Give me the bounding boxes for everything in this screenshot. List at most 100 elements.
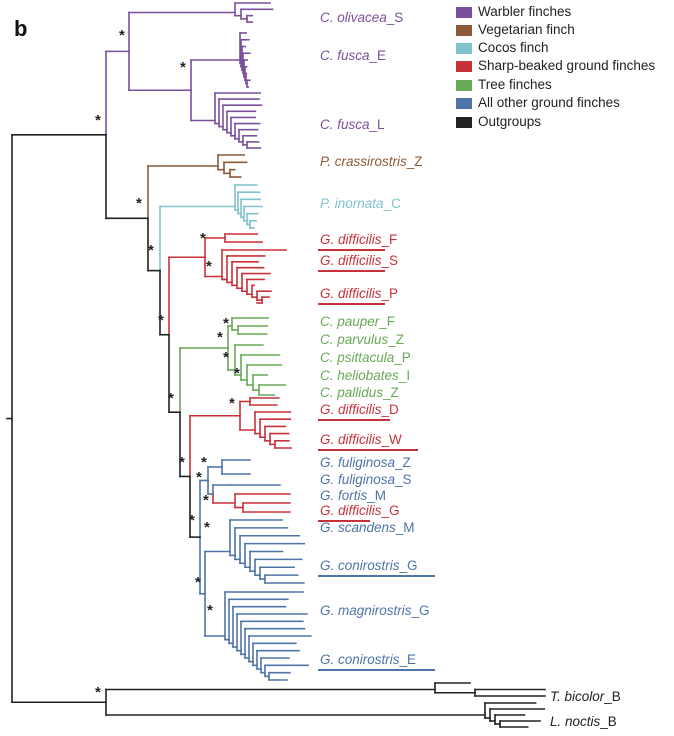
support-star: * [196,469,202,486]
taxon-label: C. olivacea_S [320,10,403,26]
legend-item: Warbler finches [456,4,571,20]
species-name: C. pauper [320,314,380,329]
legend-swatch [456,42,472,54]
legend-item: Vegetarian finch [456,22,575,38]
taxon-label: G. difficilis_W [320,432,402,448]
taxon-label: C. heliobates_I [320,368,410,384]
support-star: * [119,27,125,44]
population-suffix: _F [379,314,396,329]
taxon-underline [318,520,370,522]
species-name: P. crassirostris [320,154,407,169]
taxon-label: G. scandens_M [320,520,415,536]
legend-swatch [456,24,472,36]
population-suffix: _B [600,714,617,729]
support-star: * [168,390,174,407]
legend-label: Tree finches [478,77,552,92]
support-star: * [148,242,154,259]
population-suffix: _B [604,689,621,704]
taxon-label: G. fuliginosa_S [320,472,412,488]
legend-label: Outgroups [478,114,542,129]
population-suffix: _P [394,350,411,365]
taxon-underline [318,303,385,305]
support-star: * [206,258,212,275]
support-star: * [95,112,101,129]
taxon-label: C. fusca_E [320,48,386,64]
taxon-label: C. parvulus_Z [320,332,404,348]
population-suffix: _Z [388,332,405,347]
taxon-label: G. fortis_M [320,488,386,504]
taxon-label: G. difficilis_P [320,286,398,302]
species-name: G. difficilis [320,402,382,417]
population-suffix: _W [381,432,402,447]
legend-item: All other ground finches [456,95,620,111]
species-name: G. conirostris [320,558,400,573]
population-suffix: _S [381,253,399,268]
species-name: G. difficilis [320,432,382,447]
species-name: P. inornata [320,196,384,211]
species-name: C. heliobates [320,368,399,383]
species-name: C. fusca [320,48,370,63]
population-suffix: _S [395,472,412,487]
taxon-label: G. difficilis_G [320,503,400,519]
population-suffix: _L [369,117,385,132]
support-star: * [223,315,229,332]
legend-item: Outgroups [456,114,541,130]
species-name: G. difficilis [320,286,382,301]
species-name: C. psittacula [320,350,395,365]
species-name: C. parvulus [320,332,389,347]
support-star: * [234,365,240,382]
support-star: * [203,492,209,509]
support-star: * [200,230,206,247]
taxon-label: C. fusca_L [320,117,385,133]
taxon-label: G. conirostris_G [320,558,418,574]
population-suffix: _M [367,488,387,503]
population-suffix: _I [398,368,411,383]
legend-swatch [456,6,472,18]
legend-item: Cocos finch [456,40,549,56]
population-suffix: _E [369,48,387,63]
legend-label: Sharp-beaked ground finches [478,58,656,73]
support-star: * [229,395,235,412]
taxon-label: C. pauper_F [320,314,395,330]
population-suffix: _F [381,232,398,247]
legend-label: Vegetarian finch [478,22,575,37]
species-name: G. difficilis [320,232,382,247]
species-name: G. magnirostris [320,603,412,618]
taxon-label: L. noctis_B [550,714,617,730]
taxon-label: T. bicolor_B [550,689,621,705]
population-suffix: _G [399,558,418,573]
taxon-underline [318,449,418,451]
species-name: G. conirostris [320,652,400,667]
legend-swatch [456,79,472,91]
taxon-label: G. difficilis_D [320,402,399,418]
support-star: * [201,454,207,471]
population-suffix: _S [386,10,404,25]
taxon-label: G. difficilis_S [320,253,398,269]
legend-label: Warbler finches [478,4,572,19]
legend-label: Cocos finch [478,40,549,55]
population-suffix: _M [395,520,415,535]
species-name: G. fortis [320,488,368,503]
support-star: * [136,195,142,212]
taxon-underline [318,669,435,671]
support-star: * [223,349,229,366]
support-star: * [195,574,201,591]
species-name: C. pallidus [320,385,384,400]
taxon-label: P. crassirostris_Z [320,154,423,170]
legend-label: All other ground finches [478,95,620,110]
support-star: * [207,602,213,619]
taxon-underline [318,419,390,421]
species-name: G. difficilis [320,253,382,268]
species-name: G. scandens [320,520,396,535]
species-name: G. fuliginosa [320,455,396,470]
population-suffix: _Z [395,455,411,470]
panel-label: b [14,16,28,41]
species-name: G. difficilis [320,503,382,518]
legend-swatch [456,60,472,72]
taxon-label: C. psittacula_P [320,350,411,366]
support-star: * [95,684,101,701]
taxon-label: G. conirostris_E [320,652,416,668]
support-star: * [158,312,164,329]
